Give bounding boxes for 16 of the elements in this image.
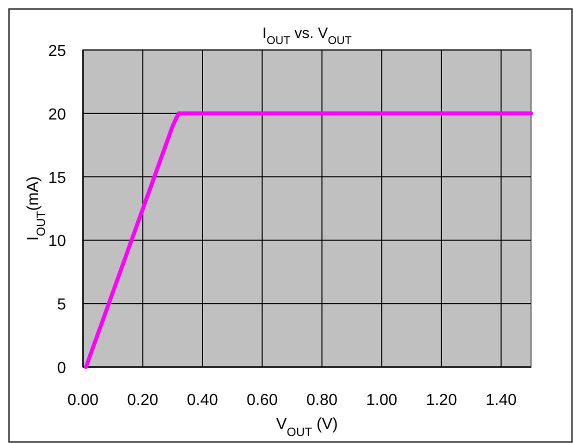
x-axis-title: V$_{OUT}$ (V) [276, 416, 338, 439]
x-tick-label: 0.80 [306, 392, 338, 409]
x-tick-label: 1.00 [366, 392, 398, 409]
y-tick-label: 0 [57, 360, 66, 377]
x-tick-label: 0.60 [246, 392, 278, 409]
chart-title: I$_{OUT}$ vs. V$_{OUT}$ [262, 25, 352, 47]
x-tick-label: 0.00 [67, 392, 99, 409]
x-tick-label: 1.20 [426, 392, 458, 409]
y-tick-label: 25 [48, 43, 66, 60]
x-tick-label: 0.20 [127, 392, 158, 409]
x-tick-label: 0.40 [186, 392, 218, 409]
x-tick-label: 1.40 [486, 392, 517, 409]
y-tick-label: 20 [48, 106, 66, 124]
y-tick-label: 10 [48, 233, 66, 250]
y-tick-label: 15 [48, 170, 66, 187]
y-tick-label: 5 [57, 296, 66, 314]
